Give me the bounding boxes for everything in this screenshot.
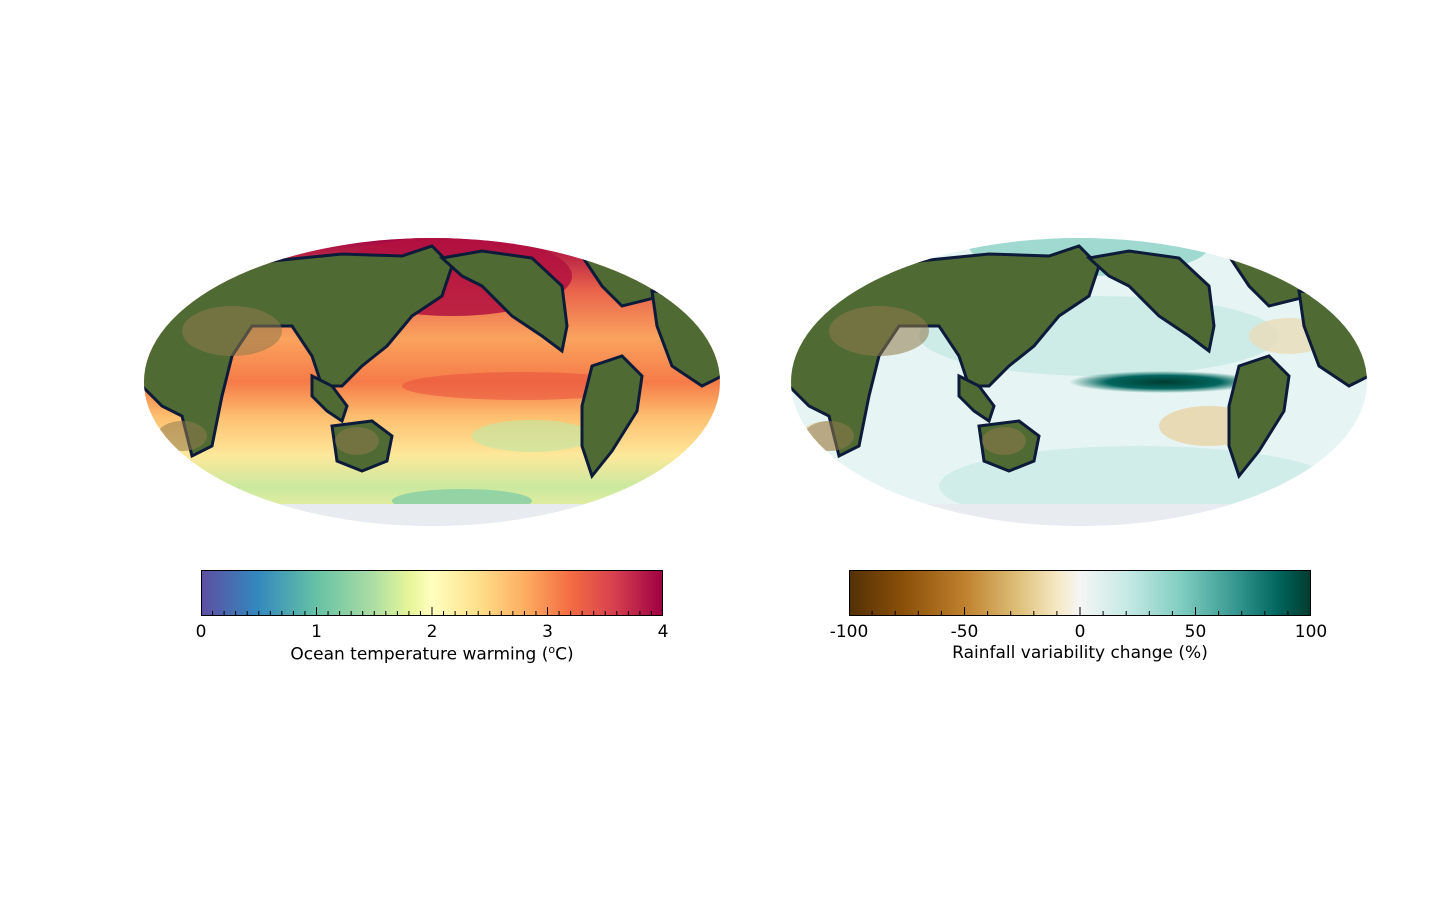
rainfall-tick-label: 0 — [1074, 622, 1086, 642]
temperature-colorbar-ticks — [201, 607, 663, 616]
rainfall-colorbar-ticks — [849, 607, 1311, 616]
rainfall-tick-label: -50 — [950, 622, 979, 642]
temperature-tick-label: 0 — [195, 622, 207, 642]
temperature-colorbar-label: Ocean temperature warming (oC) — [290, 643, 574, 665]
rainfall-tick-label: 100 — [1294, 622, 1328, 642]
rainfall-colorbar: -100 -50 0 50 100 — [830, 570, 1327, 642]
rainfall-tick-label: -100 — [829, 622, 869, 642]
temperature-tick-label: 4 — [657, 622, 669, 642]
temperature-tick-label: 2 — [426, 622, 438, 642]
temperature-colorbar: 0 1 2 3 4 — [196, 570, 668, 642]
temperature-tick-label: 3 — [542, 622, 553, 642]
rainfall-variability-map — [789, 236, 1369, 528]
temperature-tick-label: 1 — [311, 622, 322, 642]
ocean-warming-map — [142, 236, 722, 528]
rainfall-colorbar-label: Rainfall variability change (%) — [952, 643, 1208, 663]
rainfall-tick-label: 50 — [1184, 622, 1207, 642]
